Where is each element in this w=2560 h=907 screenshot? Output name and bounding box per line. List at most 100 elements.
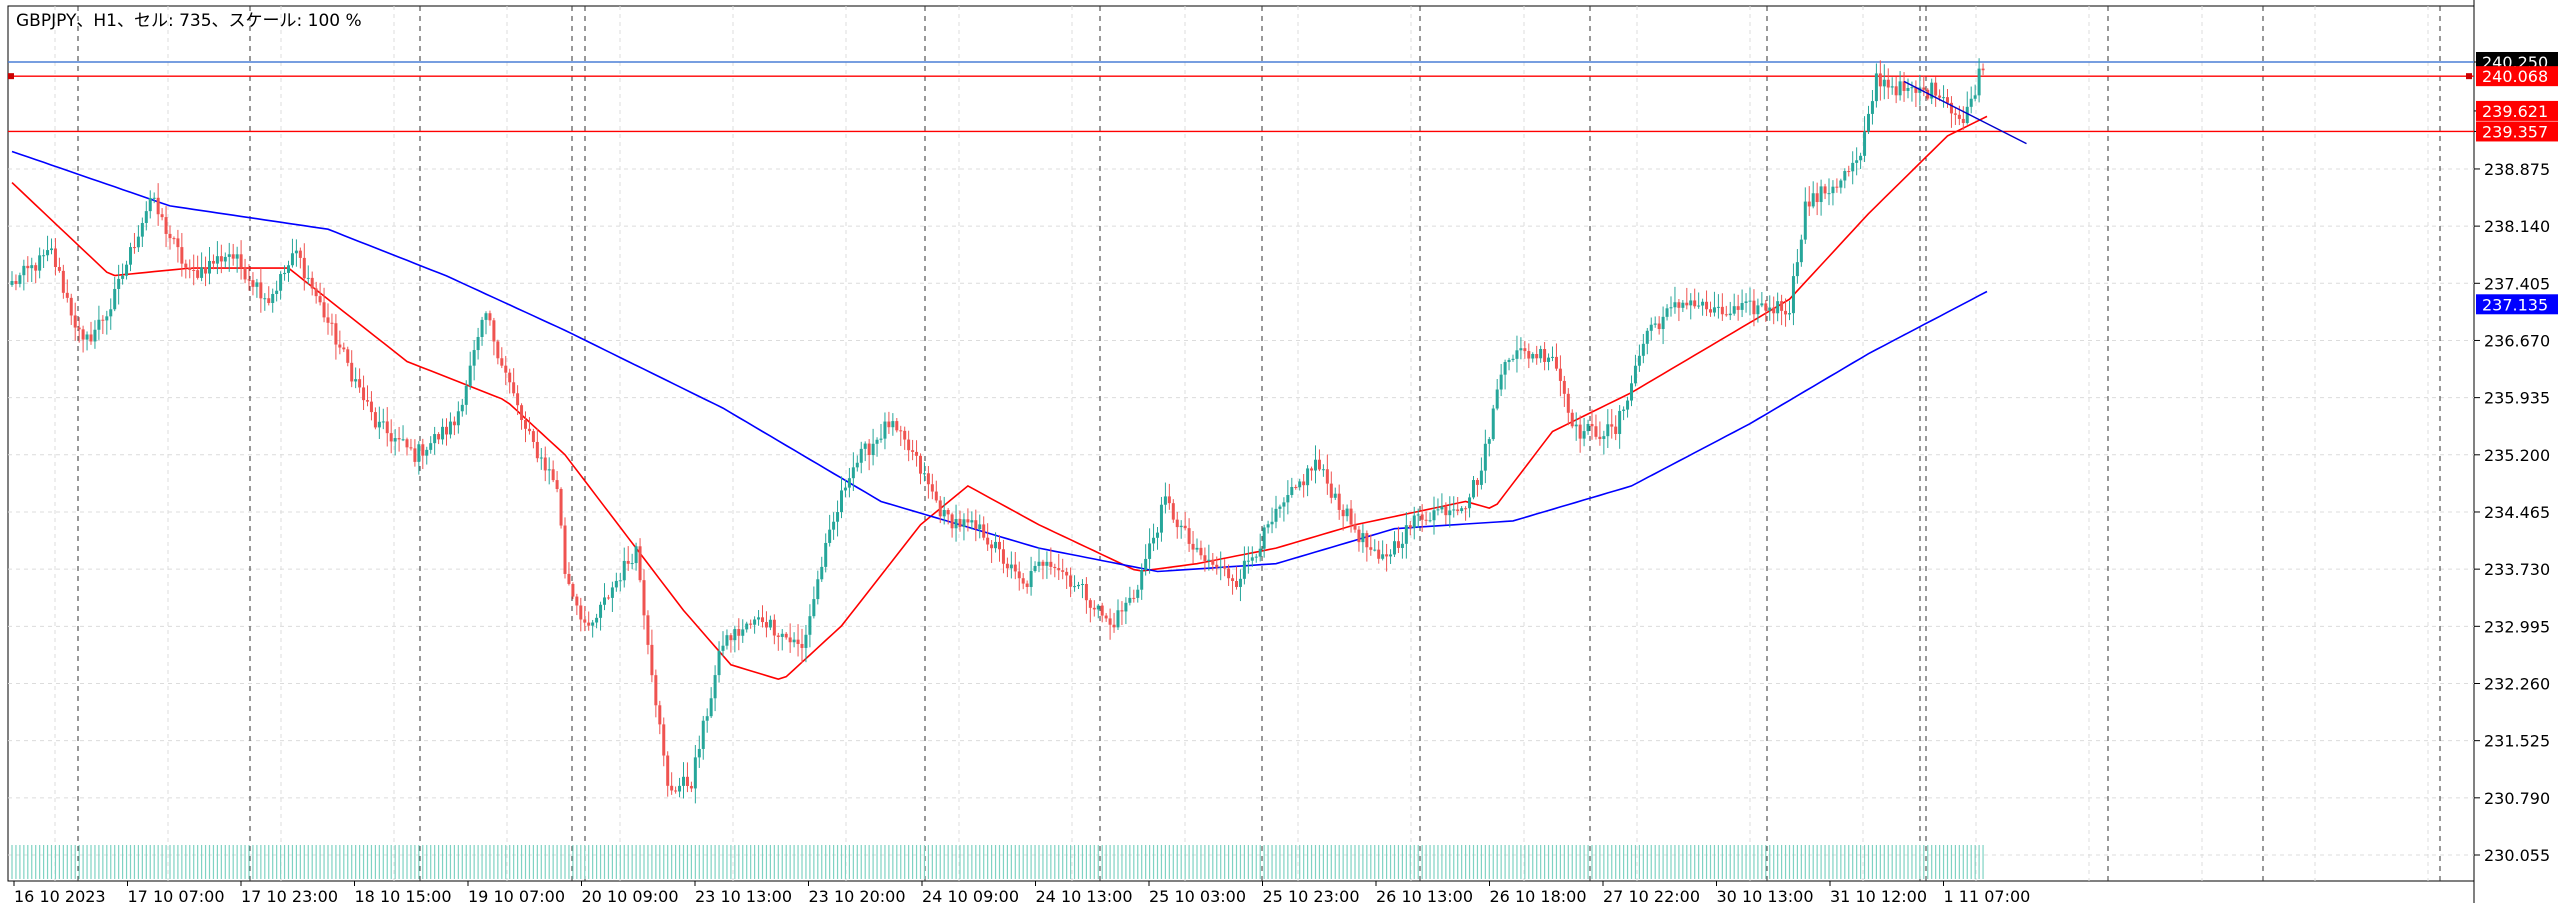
candle-body xyxy=(1021,578,1025,584)
candle-body xyxy=(267,298,271,303)
candle-body xyxy=(148,198,152,212)
time-axis-label: 16 10 2023 xyxy=(14,887,106,903)
candle-body xyxy=(334,323,338,345)
candle-body xyxy=(1590,423,1594,427)
candle-body xyxy=(1855,160,1859,163)
candle-body xyxy=(1922,87,1926,90)
candle-body xyxy=(1863,131,1867,156)
candle-body xyxy=(164,217,168,234)
candle-body xyxy=(610,587,614,598)
horizontal-price-lines xyxy=(8,61,2474,133)
candle-body xyxy=(1167,496,1171,504)
candle-body xyxy=(369,401,373,413)
candle-body xyxy=(460,404,464,412)
candle-body xyxy=(622,560,626,581)
candle-body xyxy=(1037,561,1041,566)
candle-body xyxy=(1867,113,1870,132)
candle-body xyxy=(468,365,472,386)
candle-body xyxy=(1788,313,1791,315)
candle-body xyxy=(875,439,879,444)
candle-body xyxy=(575,596,579,606)
candle-body xyxy=(492,320,496,342)
candle-body xyxy=(922,473,926,475)
trendline-group[interactable] xyxy=(1903,80,2027,145)
candle-body xyxy=(1045,561,1049,566)
candle-body xyxy=(990,544,994,549)
price-tag-label: 239.357 xyxy=(2482,122,2548,141)
candle-body xyxy=(1673,302,1677,308)
candle-body xyxy=(1223,566,1227,569)
candle-body xyxy=(1080,583,1084,585)
candle-body xyxy=(235,254,239,259)
time-axis-label: 25 10 03:00 xyxy=(1149,887,1246,903)
time-axis-label: 25 10 23:00 xyxy=(1263,887,1360,903)
candle-body xyxy=(425,449,429,456)
candle-body xyxy=(330,322,334,324)
candle-body xyxy=(535,441,539,459)
candle-body xyxy=(275,290,279,294)
candle-body xyxy=(1124,602,1128,612)
candle-body xyxy=(1053,566,1057,569)
candle-body xyxy=(14,281,18,284)
candle-body xyxy=(1298,481,1302,488)
candle-body xyxy=(1385,554,1389,557)
candle-body xyxy=(377,421,381,428)
candle-body xyxy=(480,319,484,337)
candle-body xyxy=(1061,570,1065,572)
candle-body xyxy=(1128,597,1132,603)
candle-body xyxy=(1341,509,1345,517)
candle-body xyxy=(800,643,804,648)
candle-body xyxy=(1661,316,1665,330)
candle-body xyxy=(121,275,125,279)
candle-body xyxy=(200,267,204,278)
candle-body xyxy=(820,566,824,580)
candle-body xyxy=(1681,302,1685,308)
candle-body xyxy=(1578,424,1582,439)
candle-body xyxy=(1740,302,1744,310)
candle-body xyxy=(1859,155,1863,161)
candle-body xyxy=(1163,496,1167,505)
candle-body xyxy=(1025,583,1029,588)
candle-body xyxy=(1290,486,1294,495)
candle-body xyxy=(784,633,788,638)
candle-body xyxy=(1701,301,1705,306)
candle-body xyxy=(1487,439,1491,444)
candle-body xyxy=(65,292,69,298)
candle-body xyxy=(954,519,958,529)
candle-body xyxy=(1961,118,1965,123)
candle-body xyxy=(1981,68,1985,71)
candle-body xyxy=(215,256,219,264)
candle-body xyxy=(1815,193,1819,203)
candle-body xyxy=(1227,568,1231,579)
candle-body xyxy=(1953,113,1957,115)
candle-body xyxy=(599,604,603,618)
candle-body xyxy=(725,635,729,646)
price-axis-label: 237.405 xyxy=(2484,274,2550,293)
candle-body xyxy=(283,272,287,275)
candle-body xyxy=(1823,186,1827,194)
price-axis-label: 238.140 xyxy=(2484,217,2550,236)
candle-body xyxy=(705,716,709,721)
price-tag-box xyxy=(2476,121,2558,142)
candle-body xyxy=(1404,525,1408,544)
candle-body xyxy=(788,637,792,643)
candle-body xyxy=(1531,354,1535,359)
candle-body xyxy=(263,298,267,300)
candle-body xyxy=(1175,519,1179,528)
candle-body xyxy=(717,650,721,676)
candle-body xyxy=(117,278,121,289)
candle-body xyxy=(926,473,930,485)
candle-body xyxy=(1199,547,1203,556)
candle-body xyxy=(887,421,891,428)
candle-body xyxy=(287,265,290,273)
candle-body xyxy=(1705,301,1709,310)
candle-body xyxy=(1373,549,1377,551)
candle-body xyxy=(1598,436,1602,439)
candle-body xyxy=(978,524,982,530)
candle-body xyxy=(903,430,907,440)
candle-body xyxy=(1424,519,1428,521)
candle-body xyxy=(1799,239,1803,263)
candle-body xyxy=(105,316,109,321)
